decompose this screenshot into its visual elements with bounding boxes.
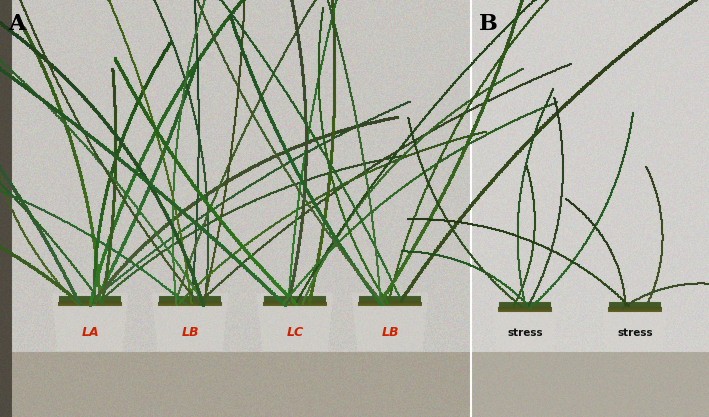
- Text: LB: LB: [182, 326, 199, 339]
- Text: A: A: [9, 13, 26, 35]
- Text: LA: LA: [82, 326, 99, 339]
- Text: LC: LC: [287, 326, 304, 339]
- Text: A: A: [9, 13, 26, 35]
- Text: B: B: [479, 13, 498, 35]
- Text: stress: stress: [508, 327, 543, 337]
- Text: stress: stress: [618, 327, 653, 337]
- Text: LB: LB: [381, 326, 399, 339]
